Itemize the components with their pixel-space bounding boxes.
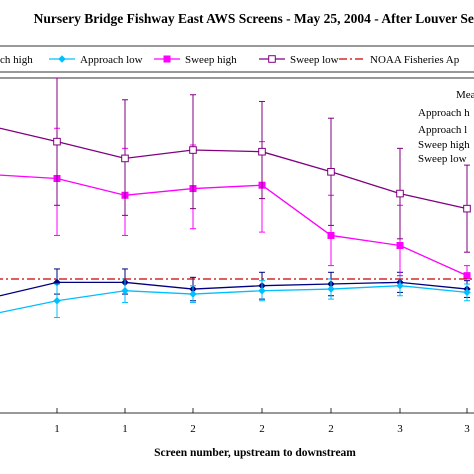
x-tick-label: 2 <box>190 423 196 435</box>
legend-item: ch high <box>0 54 33 66</box>
x-tick-label: 3 <box>464 423 470 435</box>
x-tick-label: 1 <box>122 423 128 435</box>
stats-label: Approach l <box>418 124 467 136</box>
series-line <box>0 285 468 314</box>
legend-item: Approach low <box>49 54 143 66</box>
stats-box: Mea Approach h Approach l Sweep high Sweep l… <box>418 89 474 165</box>
x-tick-label: 1 <box>54 423 60 435</box>
stats-label: Mea <box>456 89 474 101</box>
legend-swatch-marker <box>163 55 171 63</box>
stats-label: Sweep low <box>418 153 467 165</box>
x-axis-title: Screen number, upstream to downstream <box>154 447 356 459</box>
x-axis: 1 1 2 2 2 3 3 <box>54 408 470 435</box>
series-line <box>0 174 468 277</box>
legend-item: NOAA Fisheries Ap <box>339 54 460 66</box>
data-point <box>121 287 129 295</box>
legend-swatch-marker <box>268 55 276 63</box>
data-point <box>258 287 266 295</box>
data-point <box>258 147 266 156</box>
x-tick-label: 2 <box>328 423 334 435</box>
data-point <box>463 204 471 213</box>
x-tick-label: 2 <box>259 423 265 435</box>
data-point <box>396 189 404 198</box>
legend-item: Sweep low <box>259 54 339 66</box>
data-point <box>189 290 197 298</box>
data-point <box>396 242 404 249</box>
series <box>0 77 471 253</box>
x-tick-label: 3 <box>397 423 403 435</box>
data-point <box>53 137 61 146</box>
legend-box <box>0 45 474 73</box>
stats-label: Approach h <box>418 107 470 119</box>
data-point <box>396 281 404 290</box>
legend-swatch-marker <box>58 55 66 63</box>
series-line <box>0 127 468 210</box>
legend-label: NOAA Fisheries Ap <box>370 54 460 66</box>
data-point <box>463 272 471 280</box>
data-point <box>327 231 335 239</box>
data-point <box>463 288 471 297</box>
legend-label: Approach low <box>80 54 143 66</box>
legend-item: Sweep high <box>154 54 237 66</box>
legend-label: Sweep low <box>290 54 339 66</box>
stats-label: Sweep high <box>418 139 470 151</box>
data-point <box>121 154 129 163</box>
series-layer <box>0 77 474 319</box>
legend-label: Sweep high <box>185 54 237 66</box>
chart-title: Nursery Bridge Fishway East AWS Screens … <box>34 11 474 26</box>
data-point <box>189 146 197 154</box>
legend: ch high Approach low Sweep high Sweep low NO… <box>0 45 474 73</box>
data-point <box>327 168 335 176</box>
data-point <box>53 297 61 305</box>
legend-label: ch high <box>0 54 33 66</box>
data-point <box>327 285 335 293</box>
plot-area <box>0 77 474 414</box>
series-line <box>0 281 468 297</box>
